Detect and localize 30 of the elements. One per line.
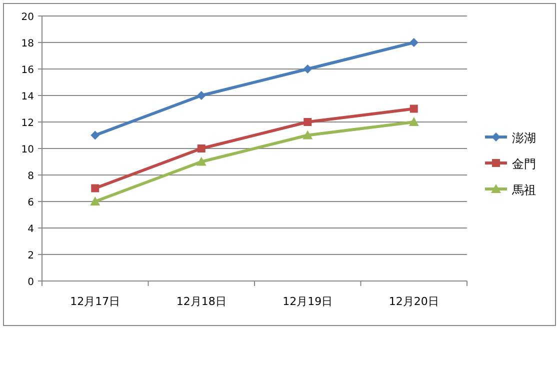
y-tick-label: 16 — [21, 65, 34, 76]
legend-label: 澎湖 — [512, 131, 536, 145]
y-tick-label: 18 — [21, 38, 34, 50]
point — [303, 64, 312, 74]
y-tick-label: 12 — [21, 118, 34, 129]
point — [197, 144, 206, 152]
x-tick-label: 12月18日 — [176, 295, 226, 308]
point — [408, 117, 419, 126]
x-tick-label: 12月20日 — [388, 295, 439, 308]
y-tick-label: 0 — [28, 277, 34, 288]
x-tick-label: 12月19日 — [282, 295, 333, 308]
point — [410, 104, 418, 113]
y-tick-label: 2 — [28, 250, 34, 262]
point — [196, 156, 206, 166]
y-tick-label: 14 — [21, 92, 34, 102]
y-tick-label: 20 — [21, 12, 34, 23]
point — [90, 130, 100, 140]
point — [304, 118, 312, 126]
point — [90, 196, 100, 206]
y-tick-label: 6 — [28, 198, 34, 208]
y-tick-label: 8 — [28, 171, 34, 182]
point — [409, 38, 418, 47]
legend-label: 馬祖 — [511, 183, 536, 197]
legend-label: 金門 — [512, 157, 536, 171]
point — [302, 130, 313, 140]
y-tick-label: 4 — [28, 224, 34, 235]
point — [91, 184, 100, 192]
y-tick-label: 10 — [21, 144, 34, 156]
x-tick-label: 12月17日 — [70, 295, 120, 308]
point — [196, 91, 206, 100]
